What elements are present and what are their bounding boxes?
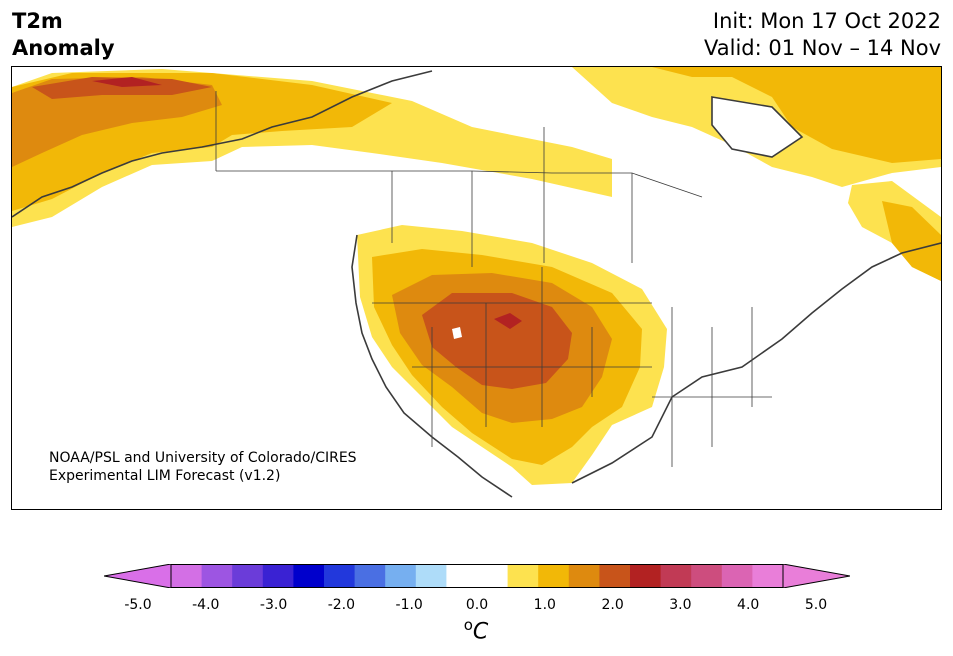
colorbar-cell xyxy=(691,564,723,588)
credit-text: NOAA/PSL and University of Colorado/CIRE… xyxy=(49,449,357,485)
colorbar-tick-label: 4.0 xyxy=(737,597,760,613)
map-title-line1: T2m xyxy=(12,9,63,33)
valid-range: Valid: 01 Nov – 14 Nov xyxy=(704,36,941,60)
anomaly-region-westus-2.0 xyxy=(422,293,572,389)
colorbar-over-arrow xyxy=(782,564,850,588)
forecast-info: Init: Mon 17 Oct 2022 Valid: 01 Nov – 14… xyxy=(704,8,941,62)
colorbar-tick-label: 1.0 xyxy=(533,597,556,613)
colorbar-tick-label: -2.0 xyxy=(327,597,356,613)
colorbar-cell xyxy=(262,564,294,588)
map-title-line2: Anomaly xyxy=(12,36,115,60)
colorbar xyxy=(104,564,850,588)
coastlines xyxy=(12,70,941,498)
colorbar-cell xyxy=(324,564,356,588)
colorbar-cells xyxy=(171,564,784,588)
colorbar-cell xyxy=(599,564,631,588)
credit-line2: Experimental LIM Forecast (v1.2) xyxy=(49,468,281,484)
colorbar-tick-label: -4.0 xyxy=(192,597,220,613)
colorbar-cell xyxy=(293,564,325,588)
colorbar-under-arrow xyxy=(104,564,172,588)
colorbar-tick-label: 3.0 xyxy=(669,597,692,613)
colorbar-cell xyxy=(171,564,203,588)
anomaly-region-alaska-2.5 xyxy=(92,77,162,87)
colorbar-cell xyxy=(507,564,539,588)
anomaly-region-westus-2.5 xyxy=(494,313,522,329)
unit-label: oC xyxy=(464,616,489,644)
anomaly-map xyxy=(11,66,942,510)
colorbar-cell xyxy=(568,564,600,588)
colorbar-cell xyxy=(446,564,478,588)
map-title: T2m Anomaly xyxy=(12,8,115,62)
colorbar-tick-label: 0.0 xyxy=(465,597,489,613)
anomaly-region-arctic-1.0 xyxy=(652,67,941,163)
anomaly-region-hudson-white xyxy=(712,97,802,157)
colorbar-tick-label: 2.0 xyxy=(601,597,624,613)
colorbar-outline xyxy=(170,564,784,588)
anomaly-region-great-salt-lake xyxy=(452,327,462,339)
colorbar-cell xyxy=(232,564,264,588)
colorbar-cell xyxy=(752,564,784,588)
colorbar-cell xyxy=(385,564,417,588)
colorbar-cell xyxy=(660,564,692,588)
credit-line1: NOAA/PSL and University of Colorado/CIRE… xyxy=(49,450,357,466)
colorbar-cell xyxy=(538,564,570,588)
colorbar-tick-label: -5.0 xyxy=(124,597,152,613)
anomaly-region-alaska-2.0 xyxy=(32,77,212,99)
map-canvas xyxy=(12,67,941,498)
anomaly-region-labrador-1.0 xyxy=(882,201,941,281)
colorbar-tick-label: 5.0 xyxy=(804,597,828,613)
borders xyxy=(215,91,772,467)
colorbar-cell xyxy=(477,564,509,588)
colorbar-tick-label: -3.0 xyxy=(259,597,288,613)
colorbar-cell xyxy=(415,564,447,588)
colorbar-cell xyxy=(721,564,753,588)
anomaly-region-alaska-1.5 xyxy=(12,77,222,167)
init-date: Init: Mon 17 Oct 2022 xyxy=(712,9,941,33)
colorbar-tick-label: -1.0 xyxy=(395,597,423,613)
colorbar-cell xyxy=(630,564,662,588)
colorbar-cell xyxy=(201,564,233,588)
colorbar-cell xyxy=(354,564,386,588)
unit-base: C xyxy=(472,619,489,645)
unit-prefix: o xyxy=(463,616,473,634)
